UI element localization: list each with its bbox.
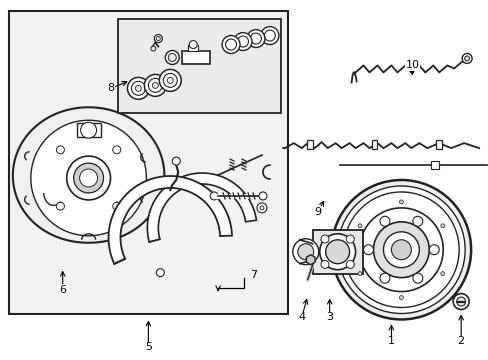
Circle shape [292,239,318,265]
Bar [118,19,280,113]
Circle shape [56,146,64,154]
Circle shape [379,216,389,226]
Circle shape [159,69,181,91]
Circle shape [246,30,264,48]
Text: 2: 2 [457,336,464,346]
Circle shape [256,203,266,213]
Circle shape [383,232,419,268]
Circle shape [379,273,389,283]
Circle shape [113,146,121,154]
Circle shape [237,36,248,47]
Text: 4: 4 [298,312,305,323]
Circle shape [163,73,177,87]
Circle shape [127,77,149,99]
Circle shape [113,202,121,210]
Text: 5: 5 [144,342,152,352]
Circle shape [222,36,240,54]
Circle shape [428,245,438,255]
Circle shape [172,157,180,165]
Polygon shape [108,176,231,264]
Circle shape [399,200,403,204]
Circle shape [260,206,264,210]
Circle shape [152,82,158,88]
Polygon shape [147,173,256,242]
Polygon shape [306,255,314,265]
Circle shape [80,169,98,187]
Text: 1: 1 [387,336,394,346]
Circle shape [189,41,197,49]
Circle shape [154,35,162,42]
Bar [77,123,101,137]
Text: 6: 6 [59,284,66,294]
Circle shape [168,54,176,62]
Circle shape [151,46,156,51]
Circle shape [390,240,410,260]
Polygon shape [182,50,210,64]
Circle shape [56,202,64,210]
Circle shape [412,273,422,283]
Circle shape [363,245,373,255]
Polygon shape [13,107,164,243]
Circle shape [66,156,110,200]
Circle shape [359,208,442,292]
Circle shape [144,75,166,96]
Circle shape [148,78,162,92]
Circle shape [74,163,103,193]
Circle shape [167,77,173,84]
Text: 10: 10 [405,60,419,71]
Circle shape [440,224,444,228]
Bar [435,140,441,149]
Circle shape [225,39,236,50]
Circle shape [264,30,275,41]
Circle shape [452,293,468,310]
Circle shape [461,54,471,63]
Text: 3: 3 [325,312,332,323]
Bar [306,140,312,149]
Circle shape [165,50,179,64]
Circle shape [331,180,470,319]
Circle shape [456,297,465,306]
Circle shape [259,192,266,200]
Circle shape [320,260,328,269]
Text: 9: 9 [313,207,321,217]
Circle shape [346,260,354,269]
Circle shape [31,120,146,236]
Circle shape [412,216,422,226]
Circle shape [81,122,96,138]
Circle shape [357,272,361,276]
Bar [371,140,377,149]
Circle shape [156,269,164,276]
Circle shape [337,186,464,314]
Circle shape [156,37,160,41]
Text: 7: 7 [249,270,257,280]
Circle shape [250,33,261,44]
Circle shape [131,81,145,95]
Bar [188,45,198,51]
Bar [312,230,362,274]
Bar [430,161,438,169]
Circle shape [320,235,328,243]
Text: 8: 8 [107,84,114,93]
Circle shape [343,192,458,307]
Circle shape [325,240,349,264]
Circle shape [135,85,141,91]
Circle shape [210,192,218,200]
Circle shape [373,222,428,278]
Bar [9,11,287,315]
Circle shape [319,234,355,270]
Circle shape [234,32,251,50]
Circle shape [297,244,313,260]
Circle shape [440,272,444,276]
Circle shape [464,56,468,61]
Circle shape [357,224,361,228]
Circle shape [399,296,403,300]
Circle shape [346,235,354,243]
Circle shape [261,27,278,45]
